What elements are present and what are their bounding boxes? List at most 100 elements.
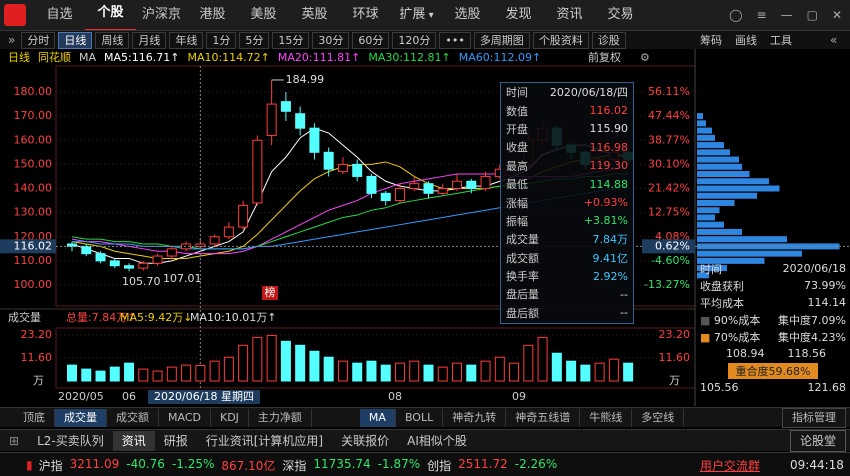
toolbar-button[interactable]: 30分 [312,31,350,49]
candle-body [352,163,363,177]
bottom-tab[interactable]: 行业资讯[计算机应用] [205,433,324,448]
candle-body [152,255,163,264]
close[interactable]: ✕ [831,8,842,22]
indicator-tab[interactable]: 主力净额 [249,408,312,427]
volume-header: 成交量 [8,310,41,324]
indicator-tab[interactable]: 神奇九转 [443,408,507,427]
tool-buttons: 筹码 画线 工具 [695,33,797,48]
ma-label: MA5:116.71↑ [104,50,180,64]
candle-body [380,192,391,202]
expand-icon[interactable]: « [830,33,838,47]
nav-tab[interactable]: 环球 [352,6,379,22]
maximize[interactable]: ▢ [806,8,818,22]
candle-body [437,188,448,194]
nav-tab[interactable]: 自选 [46,6,73,22]
toolbar-button[interactable]: 筹码 [700,33,722,47]
toolbar-button[interactable]: 日线 [58,31,93,49]
toolbar-button[interactable]: 个股资料 [532,31,589,49]
popup-row: 振幅 +3.81% [501,212,633,230]
popup-row: 时间 2020/06/18/四 [501,83,633,101]
nav-tab[interactable]: 扩展 [391,0,442,31]
bottom-tab[interactable]: AI相似个股 [407,433,467,448]
value: 114.14 [807,296,847,309]
user-group[interactable]: 用户交流群 [700,458,761,473]
popup-value: 7.84万 [592,233,629,247]
toolbar-button[interactable]: 15分 [272,31,310,49]
y-tick-label: 170.00 [14,109,53,122]
nav-tab[interactable]: 资讯 [556,6,583,22]
volume-bar [181,364,192,382]
v-tick-label: 11.60 [21,351,53,364]
minimize[interactable]: — [780,8,793,22]
bottom-tab[interactable]: 关联报价 [341,433,390,448]
toolbar-button[interactable]: 月线 [132,31,167,49]
nav-tab[interactable]: 英股 [301,6,328,22]
volume-bar [566,360,577,382]
quote-item: -1.87% [377,456,421,471]
chip-bar [697,207,720,214]
label-text: 70%成本 [713,330,761,344]
nav-tab[interactable]: 港股 [199,6,226,22]
indicator-manage[interactable]: 指标管理 [782,407,846,428]
nav-tab[interactable]: 沪深京 [141,6,181,22]
bottom-tab[interactable]: L2-买卖队列 [37,433,104,448]
toolbar-button[interactable]: 1分 [206,31,237,49]
label: 时间 [700,262,722,276]
volume-bar [209,360,220,382]
collapse-icon[interactable]: » [8,33,16,47]
toolbar-button[interactable]: 多周期图 [473,31,530,49]
volume-bar [109,366,120,382]
chip-bar [697,250,802,257]
toolbar-button[interactable]: 分时 [21,31,56,49]
indicator-tab[interactable]: BOLL [396,408,444,427]
indicator-tab[interactable]: 成交额 [107,408,159,427]
toolbar-button[interactable]: 画线 [735,33,757,47]
indicator-tab[interactable]: MA [359,408,396,427]
bottom-tab[interactable]: 资讯 [112,430,155,451]
indicator-tab[interactable]: 牛熊线 [580,408,633,427]
volume-bar [323,356,334,382]
pct-box [642,239,695,254]
toolbar-button[interactable]: 诊股 [591,31,626,49]
menu-icon[interactable]: ≡ [756,8,767,22]
indicator-tab[interactable]: KDJ [211,408,249,427]
toolbar-button[interactable]: 60分 [352,31,390,49]
adjust-label[interactable]: 前复权 [588,51,621,64]
toolbar-button[interactable]: 5分 [239,31,270,49]
indicator-tab[interactable]: 顶底 [14,408,55,427]
nav-tab[interactable]: 个股 [85,0,136,31]
popup-value: -- [620,287,628,301]
popup-row: 开盘 115.90 [501,120,633,138]
indicator-tab[interactable]: 成交量 [55,408,107,427]
candle-body [209,236,220,245]
nav-tab[interactable]: 选股 [454,6,481,22]
volume-bar [280,340,291,382]
bottom-tab[interactable]: 研报 [163,433,188,448]
x-label: 06 [122,390,136,403]
indicator-tab[interactable]: 神奇五线谱 [506,408,581,427]
settings-icon[interactable]: ⚙ [640,50,650,64]
grid-icon[interactable]: ⊞ [9,433,20,448]
forum-button[interactable]: 论股堂 [790,429,847,452]
ma-label: MA60:112.09↑ [458,50,542,64]
chip-bar [697,178,769,185]
nav-tab[interactable]: 发现 [505,6,532,22]
indicator-tab[interactable]: MACD [159,408,211,427]
toolbar-button[interactable]: 工具 [770,33,792,47]
candle-body [266,103,277,136]
toolbar-button[interactable]: 年线 [169,31,204,49]
candle-body [452,180,463,189]
nav-tab[interactable]: 美股 [250,6,277,22]
volume-bar [238,344,249,382]
toolbar-button[interactable]: ••• [439,31,471,49]
toolbar-button[interactable]: 120分 [392,31,437,49]
popup-value: 2.92% [593,269,628,283]
toolbar-button[interactable]: 周线 [95,31,130,49]
nav-tab[interactable]: 交易 [607,6,634,22]
indicator-tab[interactable]: 多空线 [632,408,685,427]
app-logo[interactable] [4,4,26,26]
user-icon[interactable]: ◯ [729,8,743,22]
volume-header: MA5:9.42万↓ [120,311,192,324]
